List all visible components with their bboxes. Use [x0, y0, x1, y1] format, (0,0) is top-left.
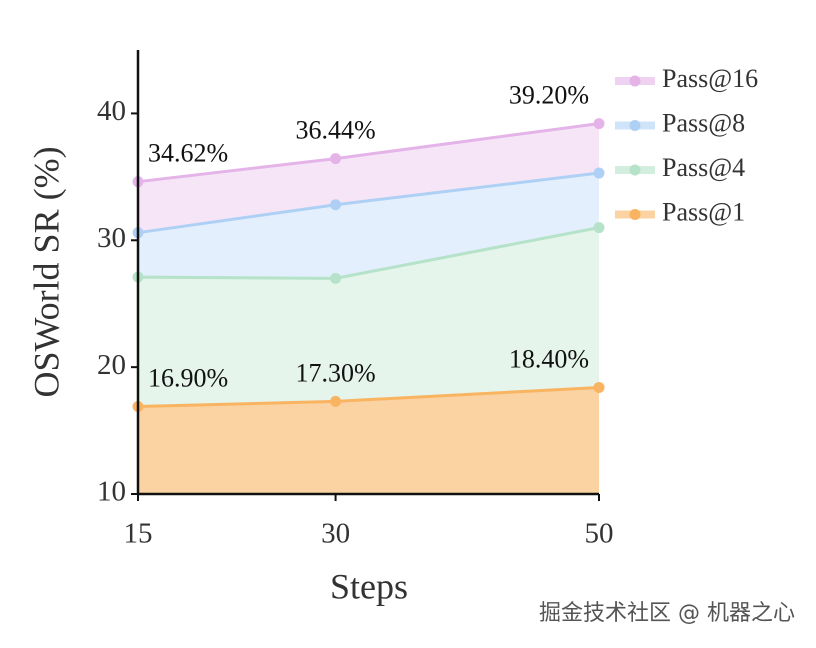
value-label: 39.20%	[509, 81, 589, 110]
point	[593, 381, 605, 393]
value-label: 18.40%	[509, 344, 589, 373]
legend-marker	[629, 164, 641, 176]
legend-label: Pass@8	[662, 108, 745, 137]
legend-marker	[629, 209, 641, 220]
y-axis-label: OSWorld SR (%)	[26, 146, 66, 397]
point	[330, 395, 342, 407]
point	[593, 222, 605, 234]
value-label: 16.90%	[148, 363, 228, 392]
value-label: 17.30%	[295, 358, 375, 387]
legend-marker	[629, 120, 641, 131]
value-label: 36.44%	[295, 116, 375, 145]
legend-marker	[629, 75, 641, 87]
y-tick-label: 40	[97, 95, 126, 127]
x-axis-label: Steps	[330, 566, 408, 606]
point	[330, 153, 342, 165]
point	[330, 272, 342, 284]
value-label: 34.62%	[148, 139, 228, 168]
point	[330, 199, 342, 211]
y-tick-label: 30	[97, 222, 126, 254]
y-tick-label: 20	[97, 349, 126, 381]
legend-label: Pass@16	[662, 64, 758, 93]
area	[138, 387, 599, 494]
legend-label: Pass@4	[662, 153, 745, 182]
x-tick-label: 30	[321, 518, 350, 550]
legend-label: Pass@1	[662, 197, 745, 226]
x-tick-label: 15	[124, 518, 153, 550]
watermark: 掘金技术社区 @ 机器之心	[539, 601, 795, 626]
x-tick-label: 50	[585, 518, 614, 550]
y-tick-label: 10	[97, 476, 126, 508]
point	[593, 118, 605, 130]
point	[593, 167, 605, 179]
